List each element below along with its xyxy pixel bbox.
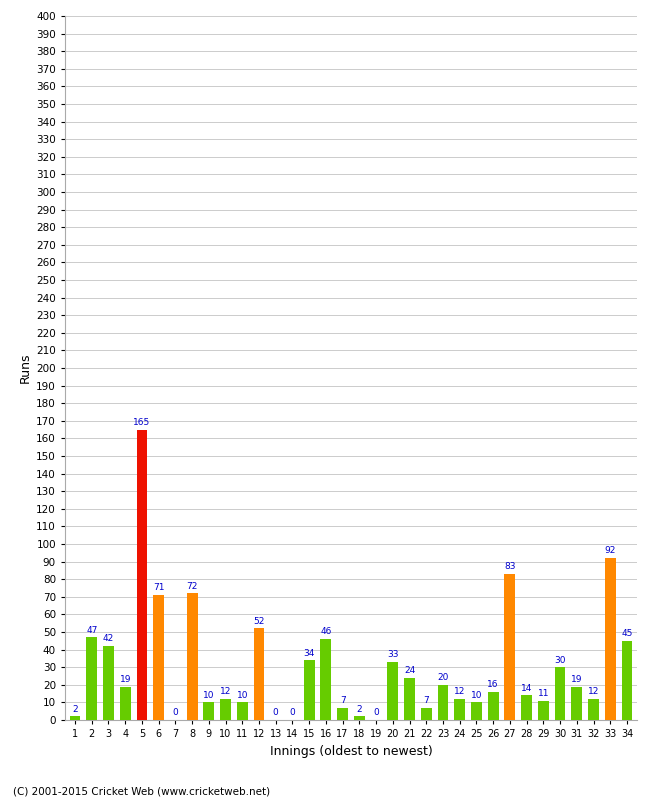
Text: 0: 0 [273, 708, 279, 718]
Text: 16: 16 [488, 680, 499, 690]
Bar [538, 701, 549, 720]
Text: 12: 12 [588, 687, 599, 696]
Bar [187, 594, 198, 720]
Bar [304, 660, 315, 720]
Text: 19: 19 [120, 675, 131, 684]
Text: 12: 12 [220, 687, 231, 696]
Bar [504, 574, 515, 720]
Bar [103, 646, 114, 720]
Text: 83: 83 [504, 562, 515, 571]
Text: (C) 2001-2015 Cricket Web (www.cricketweb.net): (C) 2001-2015 Cricket Web (www.cricketwe… [13, 786, 270, 796]
Text: 45: 45 [621, 629, 632, 638]
Bar [237, 702, 248, 720]
Bar [454, 699, 465, 720]
Text: 11: 11 [538, 689, 549, 698]
Bar [571, 686, 582, 720]
Text: 30: 30 [554, 655, 565, 665]
Bar [404, 678, 415, 720]
Text: 33: 33 [387, 650, 398, 659]
Bar [521, 695, 532, 720]
Text: 2: 2 [72, 705, 78, 714]
Bar [554, 667, 565, 720]
Text: 7: 7 [423, 696, 429, 705]
Text: 0: 0 [172, 708, 178, 718]
Text: 72: 72 [187, 582, 198, 590]
Text: 14: 14 [521, 684, 532, 693]
Text: 0: 0 [290, 708, 295, 718]
Bar [153, 595, 164, 720]
Text: 46: 46 [320, 627, 332, 637]
Bar [320, 639, 332, 720]
Bar [354, 717, 365, 720]
Text: 19: 19 [571, 675, 582, 684]
Bar [387, 662, 398, 720]
Bar [254, 629, 265, 720]
Text: 2: 2 [357, 705, 362, 714]
Y-axis label: Runs: Runs [19, 353, 32, 383]
Bar [120, 686, 131, 720]
Text: 47: 47 [86, 626, 97, 634]
Text: 24: 24 [404, 666, 415, 675]
Text: 20: 20 [437, 673, 448, 682]
Bar [604, 558, 616, 720]
Text: 71: 71 [153, 583, 164, 592]
Text: 92: 92 [604, 546, 616, 555]
Text: 7: 7 [340, 696, 346, 705]
Text: 10: 10 [237, 690, 248, 700]
Text: 34: 34 [304, 649, 315, 658]
Bar [86, 638, 98, 720]
Bar [203, 702, 214, 720]
Text: 10: 10 [203, 690, 215, 700]
X-axis label: Innings (oldest to newest): Innings (oldest to newest) [270, 745, 432, 758]
Bar [437, 685, 448, 720]
Bar [588, 699, 599, 720]
Text: 42: 42 [103, 634, 114, 643]
Bar [488, 692, 499, 720]
Text: 0: 0 [373, 708, 379, 718]
Bar [220, 699, 231, 720]
Bar [337, 708, 348, 720]
Text: 12: 12 [454, 687, 465, 696]
Bar [421, 708, 432, 720]
Bar [70, 717, 81, 720]
Bar [621, 641, 632, 720]
Bar [471, 702, 482, 720]
Text: 52: 52 [254, 617, 265, 626]
Bar [136, 430, 148, 720]
Text: 10: 10 [471, 690, 482, 700]
Text: 165: 165 [133, 418, 151, 427]
